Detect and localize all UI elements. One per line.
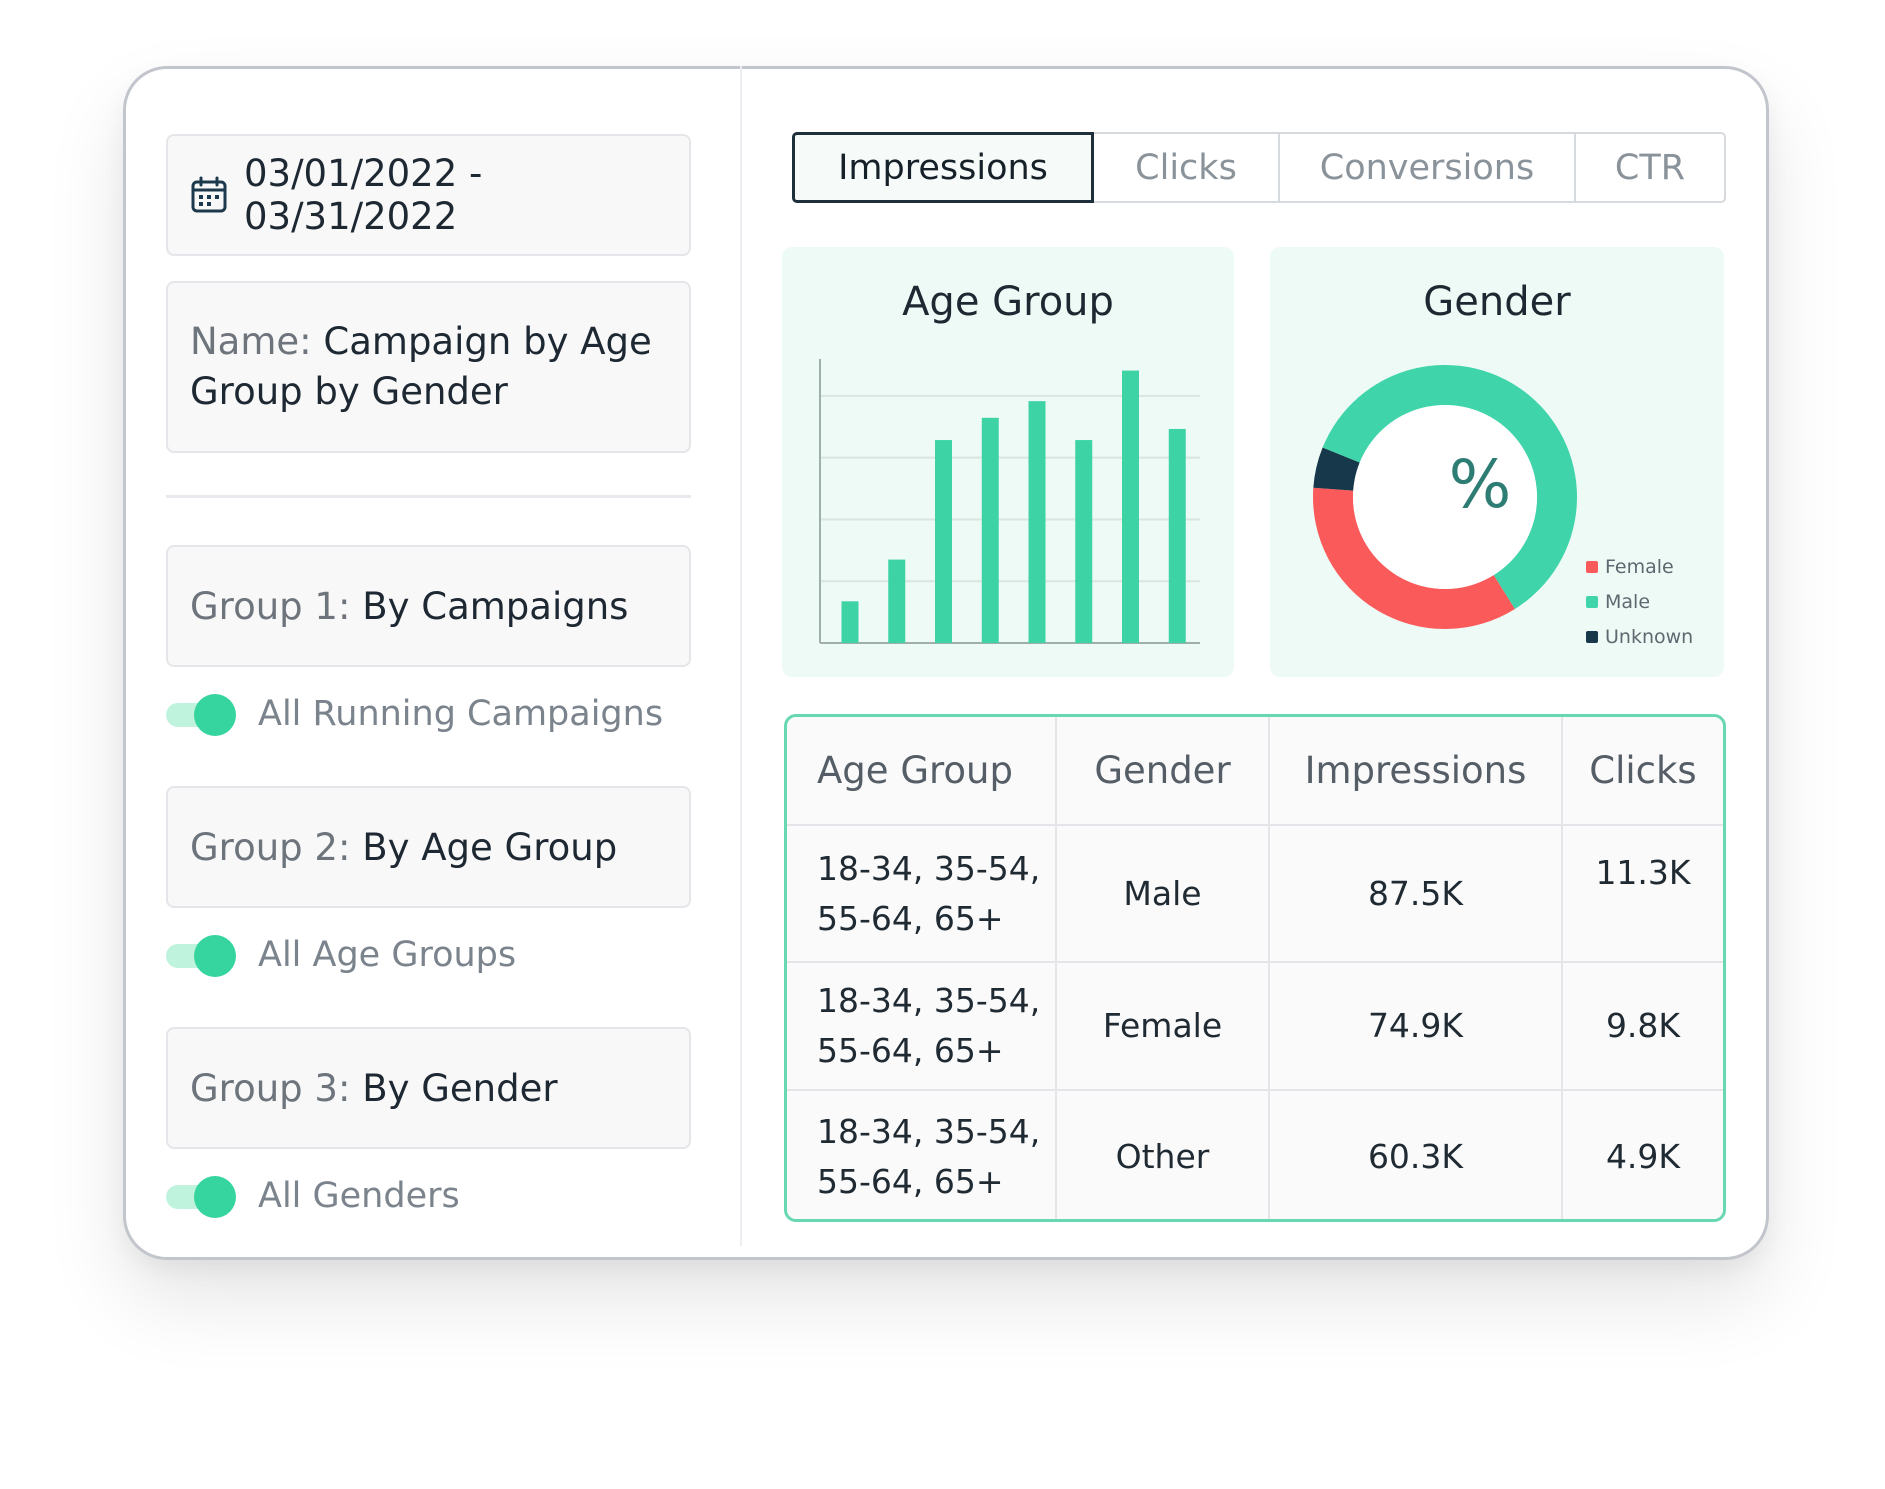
- tab-impressions[interactable]: Impressions: [792, 132, 1094, 203]
- cell-impressions: 87.5K: [1268, 824, 1563, 963]
- table-row: 18-34, 35-54, 55-64, 65+ Female 74.9K 9.8…: [787, 961, 1723, 1091]
- group-2-label: Group 2:: [190, 825, 351, 869]
- age-line: 18-34, 35-54,: [817, 848, 1041, 888]
- toggle-row-age-groups: All Age Groups: [166, 933, 516, 977]
- cell-clicks: 11.3K: [1561, 824, 1723, 963]
- age-line: 18-34, 35-54,: [817, 981, 1041, 1020]
- bar: [841, 601, 859, 643]
- panel-divider: [740, 66, 742, 1246]
- toggle-label-age-groups: All Age Groups: [258, 935, 517, 975]
- calendar-icon: [191, 176, 227, 213]
- age-group-chart-title: Age Group: [902, 279, 1114, 325]
- age-group-chart-panel: Age Group: [782, 247, 1234, 677]
- legend-swatch: [1586, 595, 1598, 608]
- legend-label: Female: [1605, 555, 1674, 578]
- legend-item-unknown: Unknown: [1586, 619, 1693, 654]
- table-row: 18-34, 35-54, 55-64, 65+ Other 60.3K 4.9K: [787, 1089, 1723, 1219]
- age-line: 18-34, 35-54,: [817, 1111, 1041, 1151]
- legend-item-male: Male: [1586, 584, 1693, 619]
- cell-gender: Female: [1055, 961, 1270, 1091]
- group-3-selector[interactable]: Group 3: By Gender: [166, 1027, 691, 1149]
- cell-clicks: 4.9K: [1561, 1089, 1723, 1219]
- cell-gender: Other: [1055, 1089, 1270, 1219]
- toggle-label-genders: All Genders: [258, 1176, 460, 1216]
- toggle-all-age-groups[interactable]: [166, 935, 236, 977]
- name-label: Name:: [190, 320, 312, 363]
- date-range-picker[interactable]: 03/01/2022 - 03/31/2022: [166, 134, 691, 256]
- tab-clicks[interactable]: Clicks: [1094, 132, 1280, 203]
- toggle-all-genders[interactable]: [166, 1176, 236, 1218]
- cell-gender: Male: [1055, 824, 1270, 963]
- col-header-clicks[interactable]: Clicks: [1561, 717, 1723, 826]
- cell-impressions: 60.3K: [1268, 1089, 1563, 1219]
- table-row: 18-34, 35-54, 55-64, 65+ Male 87.5K 11.3K: [787, 824, 1723, 963]
- name-value: Campaign by Age Group by Gender: [190, 320, 652, 413]
- metric-tabs: Impressions Clicks Conversions CTR: [792, 132, 1726, 203]
- donut-hole: [1353, 405, 1537, 589]
- bar: [935, 440, 952, 643]
- slice-male: [1322, 365, 1577, 609]
- col-header-impressions[interactable]: Impressions: [1268, 717, 1563, 826]
- bar: [1028, 401, 1046, 643]
- cell-age-group: 18-34, 35-54, 55-64, 65+: [787, 961, 1057, 1091]
- slice-female: [1313, 487, 1515, 630]
- gender-legend: Female Male Unknown: [1586, 549, 1693, 654]
- group-1-selector[interactable]: Group 1: By Campaigns: [166, 545, 691, 667]
- cell-clicks: 9.8K: [1561, 961, 1723, 1091]
- bar: [1075, 440, 1093, 643]
- group-1-value: By Campaigns: [362, 584, 629, 628]
- cell-age-group: 18-34, 35-54, 55-64, 65+: [787, 824, 1057, 963]
- gender-chart-title: Gender: [1423, 279, 1571, 325]
- bar: [981, 417, 999, 643]
- tab-ctr[interactable]: CTR: [1576, 132, 1726, 203]
- legend-label: Male: [1605, 590, 1651, 613]
- campaign-name-field[interactable]: Name: Campaign by Age Group by Gender: [166, 281, 691, 453]
- bar: [1168, 428, 1186, 643]
- legend-swatch: [1586, 560, 1598, 573]
- legend-swatch: [1586, 630, 1598, 643]
- toggle-row-genders: All Genders: [166, 1174, 460, 1218]
- col-header-gender[interactable]: Gender: [1055, 717, 1270, 826]
- group-1-label: Group 1:: [190, 584, 351, 628]
- gender-chart-panel: Gender % Female Male Unknown: [1270, 247, 1724, 677]
- group-2-value: By Age Group: [362, 825, 618, 869]
- age-group-bar-chart: [819, 359, 1200, 644]
- legend-item-female: Female: [1586, 549, 1693, 584]
- tab-conversions[interactable]: Conversions: [1280, 132, 1576, 203]
- age-line: 55-64, 65+: [817, 1031, 1004, 1070]
- bar: [888, 559, 906, 643]
- toggle-label-campaigns: All Running Campaigns: [258, 694, 664, 734]
- results-table: Age Group Gender Impressions Clicks 18-3…: [784, 714, 1726, 1222]
- toggle-all-running-campaigns[interactable]: [166, 694, 236, 736]
- cell-impressions: 74.9K: [1268, 961, 1563, 1091]
- slice-unknown: [1313, 447, 1360, 491]
- col-header-age-group[interactable]: Age Group: [787, 717, 1057, 826]
- table-header-row: Age Group Gender Impressions Clicks: [787, 717, 1723, 826]
- group-3-value: By Gender: [362, 1066, 558, 1110]
- toggle-row-campaigns: All Running Campaigns: [166, 692, 663, 736]
- campaign-name-text: Name: Campaign by Age Group by Gender: [190, 317, 667, 417]
- age-line: 55-64, 65+: [817, 1161, 1004, 1201]
- section-divider: [166, 495, 691, 498]
- gender-donut-chart: [1313, 365, 1577, 630]
- group-3-label: Group 3:: [190, 1066, 351, 1110]
- donut-center-symbol: %: [1448, 446, 1512, 523]
- age-line: 55-64, 65+: [817, 898, 1004, 938]
- group-2-selector[interactable]: Group 2: By Age Group: [166, 786, 691, 908]
- bar: [1122, 370, 1139, 643]
- date-range-value: 03/01/2022 - 03/31/2022: [244, 152, 483, 238]
- cell-age-group: 18-34, 35-54, 55-64, 65+: [787, 1089, 1057, 1219]
- legend-label: Unknown: [1605, 625, 1694, 648]
